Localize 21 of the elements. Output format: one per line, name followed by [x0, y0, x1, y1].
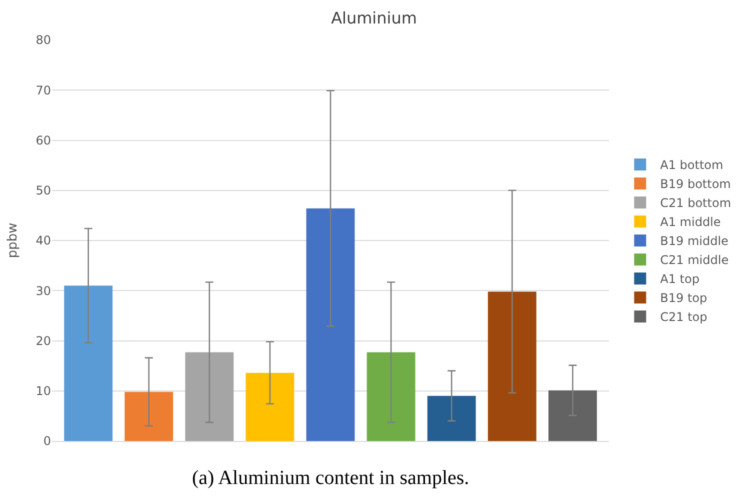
y-tick-label: 0	[43, 434, 51, 448]
legend-label: B19 middle	[660, 234, 728, 248]
y-tick-label: 50	[36, 184, 51, 198]
chart-title: Aluminium	[331, 8, 417, 28]
legend-label: C21 top	[660, 310, 708, 324]
legend-label: A1 top	[660, 272, 700, 286]
y-tick-label: 10	[36, 384, 51, 398]
legend-label: C21 bottom	[660, 196, 732, 210]
y-tick-label: 80	[36, 33, 51, 48]
y-tick-label: 20	[36, 334, 51, 348]
y-tick-label: 60	[36, 133, 51, 148]
legend-label: A1 bottom	[660, 158, 724, 172]
y-axis-title: ppbw	[6, 222, 21, 258]
text: (a) Aluminium content in samples.	[192, 467, 470, 489]
y-tick-label: 70	[36, 83, 51, 98]
y-tick-label: 30	[36, 284, 51, 298]
legend-label: B19 bottom	[660, 177, 731, 192]
legend-label: A1 middle	[660, 215, 721, 230]
y-tick-label: 40	[36, 234, 51, 248]
legend-label: B19 top	[660, 291, 708, 306]
legend-label: C21 middle	[660, 253, 729, 268]
